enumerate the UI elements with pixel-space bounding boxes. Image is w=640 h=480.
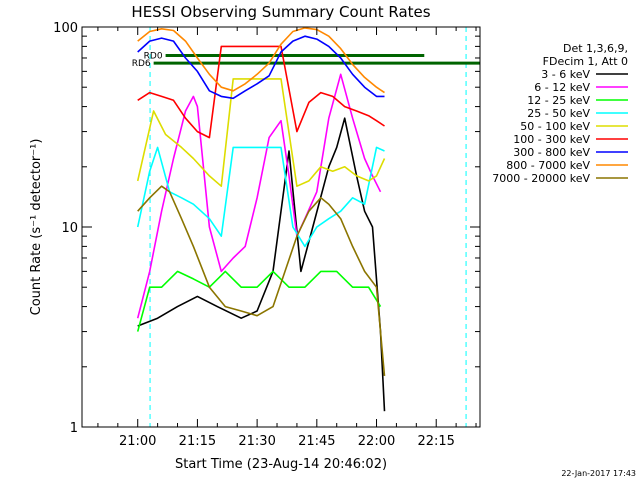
timestamp: 22-Jan-2017 17:43 <box>561 469 636 478</box>
series-line <box>137 27 385 94</box>
legend-entry: 3 - 6 keV <box>541 68 590 81</box>
y-tick-label: 100 <box>53 21 78 36</box>
series-line <box>136 270 382 332</box>
series-lines <box>136 27 386 412</box>
annotation-label: RD6 <box>132 59 151 69</box>
series-line <box>137 35 385 100</box>
y-tick-label: 1 <box>70 421 78 436</box>
vertical-markers <box>149 27 467 427</box>
x-tick-label: 21:45 <box>298 434 335 449</box>
legend-header: Det 1,3,6,9, <box>563 42 628 55</box>
x-tick-label: 22:00 <box>358 434 395 449</box>
series-line <box>137 45 385 139</box>
legend-entry: 800 - 7000 keV <box>506 159 590 172</box>
series-line <box>136 146 385 248</box>
y-tick-label: 10 <box>61 221 78 236</box>
series-line <box>136 73 382 319</box>
legend-entry: 100 - 300 keV <box>513 133 590 146</box>
legend-entry: 25 - 50 keV <box>527 107 590 120</box>
legend-entry: 50 - 100 keV <box>520 120 590 133</box>
series-line <box>137 185 386 376</box>
x-tick-label: 21:15 <box>179 434 216 449</box>
axes: 21:00 21:15 21:30 21:45 22:00 22:15 1 10 100 <box>53 21 480 449</box>
chart-title: HESSI Observing Summary Count Rates <box>131 3 430 21</box>
series-line <box>136 78 386 187</box>
x-tick-label: 22:15 <box>417 434 454 449</box>
legend-entry: 300 - 800 keV <box>513 146 590 159</box>
x-tick-label: 21:30 <box>238 434 275 449</box>
y-axis-label: Count Rate (s⁻¹ detector⁻¹) <box>29 139 44 316</box>
legend-entry: 12 - 25 keV <box>527 94 590 107</box>
series-line <box>137 117 386 412</box>
x-axis-label: Start Time (23-Aug-14 20:46:02) <box>175 457 387 472</box>
legend-entry: 7000 - 20000 keV <box>492 172 590 185</box>
annotation-label: RD0 <box>144 52 163 62</box>
x-tick-label: 21:00 <box>119 434 156 449</box>
legend-header: FDecim 1, Att 0 <box>543 55 628 68</box>
legend-entry: 6 - 12 keV <box>534 81 590 94</box>
